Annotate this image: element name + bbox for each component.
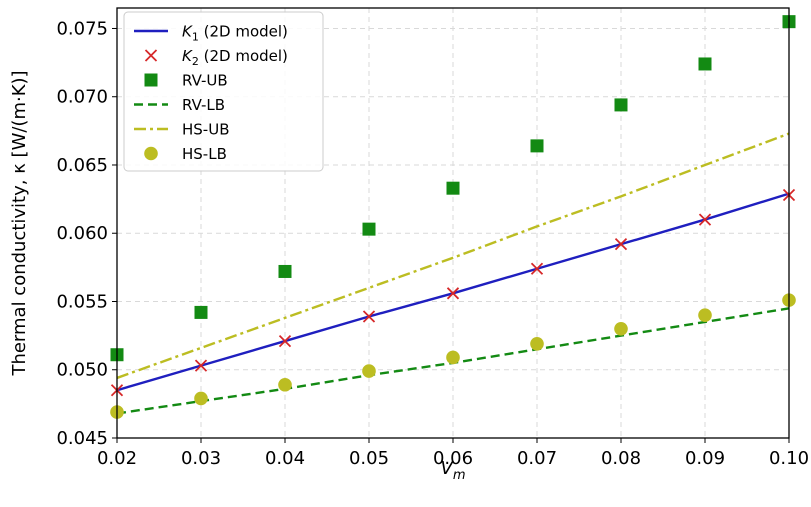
data-point-rv-ub (698, 57, 712, 71)
x-tick-label: 0.08 (601, 448, 641, 469)
data-point-k2-2d-model (278, 334, 292, 348)
legend-handle-rv-ub (144, 73, 158, 87)
y-tick-label: 0.075 (56, 18, 108, 39)
data-point-k2-2d-model (194, 359, 208, 372)
x-tick-label: 0.02 (97, 448, 137, 469)
data-point-k2-2d-model (362, 310, 376, 323)
data-point-hs-lb (362, 364, 376, 378)
x-tick-label: 0.03 (181, 448, 221, 469)
y-tick-label: 0.070 (56, 87, 108, 108)
data-point-k2-2d-model (530, 262, 544, 275)
data-point-k2-2d-model (446, 287, 460, 300)
legend-handle-k2-2d-model (144, 49, 158, 62)
legend-label-sub: 1 (192, 31, 199, 44)
y-tick-label: 0.055 (56, 291, 108, 312)
x-tick-label: 0.04 (265, 448, 305, 469)
x-axis-label-sub: m (453, 468, 466, 483)
plot-series (110, 15, 796, 419)
x-tick-label: 0.05 (349, 448, 389, 469)
x-tick-label: 0.07 (517, 448, 557, 469)
data-point-rv-ub (278, 264, 292, 278)
legend-label-rv-ub: RV-UB (182, 72, 228, 90)
data-point-k2-2d-model (698, 213, 712, 226)
data-point-hs-lb (278, 377, 292, 392)
legend-label-k2-2d-model: K2 (2D model) (182, 47, 288, 68)
y-tick-label: 0.045 (56, 428, 108, 449)
x-tick-label: 0.09 (685, 448, 725, 469)
x-tick-label: 0.10 (769, 448, 809, 469)
legend-label-rv-lb: RV-LB (182, 96, 225, 114)
data-point-k2-2d-model (614, 238, 628, 251)
legend-box (123, 11, 324, 172)
legend-label-hs-lb: HS-LB (182, 145, 227, 163)
y-axis-label: Thermal conductivity, κ [W/(m·K)] (9, 70, 30, 376)
data-point-hs-lb (194, 391, 208, 406)
data-point-hs-lb (614, 321, 628, 336)
x-axis-label-base: V (441, 458, 455, 479)
legend: K1 (2D model)K2 (2D model)RV-UBRV-LBHS-U… (123, 11, 324, 172)
data-point-rv-ub (362, 222, 376, 236)
x-axis-label: Vm (441, 458, 466, 483)
data-point-rv-ub (614, 98, 628, 112)
legend-handle-hs-lb (144, 146, 158, 161)
legend-label-rest: (2D model) (199, 23, 288, 41)
data-point-rv-ub (446, 181, 460, 195)
data-point-hs-lb (530, 337, 544, 351)
legend-label-base: K (182, 23, 193, 41)
ticks: 0.02 0.03 0.04 0.05 0.06 0.07 0.08 0.09 0.10 0.04… (56, 18, 809, 469)
series-line-hs-ub (116, 132, 790, 380)
data-point-rv-ub (530, 139, 544, 153)
legend-label-k1-2d-model: K1 (2D model) (182, 23, 288, 44)
data-point-hs-lb (446, 350, 460, 365)
data-point-hs-lb (698, 308, 712, 322)
y-tick-label: 0.060 (56, 223, 108, 244)
y-tick-label: 0.050 (56, 360, 108, 381)
legend-label-sub: 2 (192, 55, 199, 68)
legend-label-rest: (2D model) (199, 47, 288, 65)
data-point-rv-ub (194, 305, 208, 319)
legend-label-base: K (182, 47, 193, 65)
x-tick-label: 0.06 (433, 448, 473, 469)
y-tick-label: 0.065 (56, 155, 108, 176)
legend-label-hs-ub: HS-UB (182, 121, 229, 139)
